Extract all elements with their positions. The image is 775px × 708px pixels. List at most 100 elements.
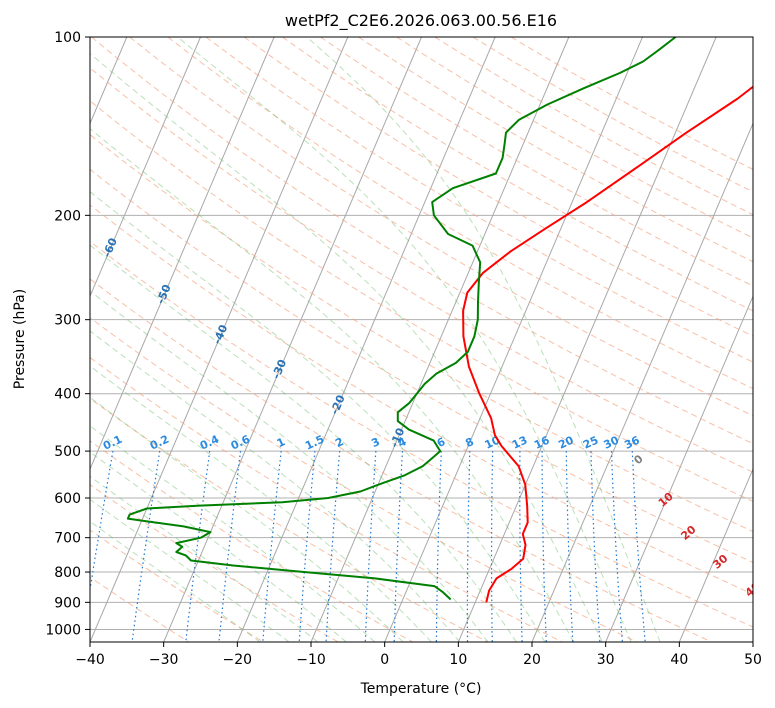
isotherm-line: [531, 122, 753, 642]
moist-adiabat-line: [90, 475, 319, 642]
mixing-ratio-line: [610, 451, 623, 642]
mixing-ratio-line: [325, 451, 341, 642]
y-tick-label: 100: [54, 30, 81, 46]
dry-adiabat-line: [90, 484, 339, 642]
isotherm-line: [605, 295, 753, 642]
isotherm-label: -60: [100, 236, 120, 260]
x-tick-label: 10: [449, 652, 467, 668]
moist-adiabat-line: [90, 425, 376, 642]
x-tick-label: 40: [670, 652, 688, 668]
dry-adiabat-line: [90, 278, 712, 642]
mixing-ratio-line: [393, 451, 404, 642]
mixing-ratio-line: [490, 451, 494, 642]
moist-adiabat-line: [177, 37, 632, 642]
x-axis: −40 −30 −20 −10 0 10 20 30 40 50: [75, 642, 762, 668]
isotherm-line: [457, 37, 717, 642]
isotherm-line: [90, 37, 349, 642]
mixing-ratio-line: [565, 451, 574, 642]
background-lines: [90, 37, 753, 642]
dry-adiabat-line: [90, 100, 753, 503]
dry-adiabat-line: [472, 37, 753, 193]
mixing-ratio-line: [541, 451, 547, 642]
line-labels: -100-90-80-70-60-50-40-30-20-10010203040…: [0, 142, 763, 600]
moist-adiabat-line: [90, 52, 603, 642]
mixing-ratio-line: [519, 451, 523, 642]
mixing-ratio-line: [590, 451, 601, 642]
moist-adiabat-line: [90, 330, 461, 642]
chart-title: wetPf2_C2E6.2026.063.00.56.E16: [285, 11, 557, 31]
mixing-ratio-label: 8: [463, 435, 475, 450]
isotherm-line: [384, 37, 643, 642]
sounding-series-line: [126, 37, 677, 601]
dry-adiabat-line: [90, 397, 488, 642]
dry-adiabat-line: [205, 37, 753, 363]
mixing-ratio-label: 1: [275, 435, 287, 450]
x-tick-label: 0: [380, 652, 389, 668]
dry-adiabat-line: [90, 168, 753, 564]
mixing-ratio-line: [131, 451, 161, 642]
mixing-ratio-line: [435, 451, 442, 642]
mixing-ratio-label: 25: [581, 434, 600, 452]
x-tick-label: −30: [149, 652, 179, 668]
dry-adiabat-label: 40: [743, 580, 763, 600]
dry-adiabat-line: [90, 440, 414, 642]
y-tick-label: 500: [54, 444, 81, 460]
moist-adiabat-line: [90, 396, 404, 642]
dry-adiabat-line: [396, 37, 753, 239]
dry-adiabat-label: 10: [656, 490, 676, 510]
y-tick-label: 700: [54, 531, 81, 547]
isotherm-label: -40: [211, 323, 231, 347]
plot-frame: [89, 36, 754, 643]
y-axis-label: Pressure (hPa): [12, 289, 28, 389]
dry-adiabat-line: [282, 37, 753, 312]
mixing-ratio-label: 16: [532, 433, 552, 451]
dry-adiabat-label: 30: [710, 552, 730, 572]
mixing-ratio-label: 30: [602, 433, 622, 451]
moist-adiabat-line: [306, 37, 661, 642]
y-tick-label: 200: [54, 208, 81, 224]
dry-adiabat-line: [91, 37, 753, 445]
y-tick-label: 600: [54, 491, 81, 507]
dry-adiabat-line: [90, 529, 264, 642]
dry-adiabat-label: 0: [632, 452, 646, 467]
isotherm-label: -50: [154, 282, 174, 306]
dry-adiabat-label: 20: [679, 523, 699, 543]
isotherm-label: -80: [0, 142, 13, 166]
mixing-ratio-label: 3: [369, 435, 381, 450]
mixing-ratio-label: 0.2: [148, 433, 171, 453]
isotherm-label: -30: [269, 357, 289, 381]
isotherm-line: [752, 640, 753, 642]
isotherm-line: [163, 37, 422, 642]
dry-adiabat-line: [90, 67, 753, 473]
x-tick-label: −20: [223, 652, 253, 668]
mixing-ratio-label: 1.5: [303, 433, 326, 453]
mixing-ratio-label: 20: [556, 433, 576, 451]
profile-lines: [126, 37, 753, 603]
moist-adiabat-line: [90, 498, 290, 642]
sounding-series-line: [462, 85, 753, 603]
x-axis-label: Temperature (°C): [360, 681, 482, 697]
isotherm-label: -20: [328, 393, 348, 417]
y-axis: 100 200 300 400 500 600 700 800 900 1000: [45, 30, 90, 638]
y-tick-label: 900: [54, 595, 81, 611]
x-tick-label: 20: [523, 652, 541, 668]
mixing-ratio-label: 0.6: [229, 432, 252, 452]
dry-adiabat-line: [90, 134, 753, 533]
y-tick-label: 400: [54, 387, 81, 403]
moist-adiabat-line: [90, 128, 575, 642]
mixing-ratio-line: [185, 451, 211, 642]
mixing-ratio-line: [262, 451, 282, 642]
x-tick-label: 50: [744, 652, 762, 668]
mixing-ratio-line: [90, 450, 114, 594]
dry-adiabat-line: [167, 37, 753, 390]
x-tick-label: −40: [75, 652, 105, 668]
x-tick-label: −10: [296, 652, 326, 668]
dry-adiabat-line: [90, 204, 753, 595]
dry-adiabat-line: [434, 37, 753, 216]
dry-adiabat-line: [510, 37, 753, 171]
dry-adiabat-line: [90, 240, 753, 628]
y-tick-label: 300: [54, 313, 81, 329]
mixing-ratio-label: 6: [435, 435, 448, 450]
moist-adiabat-line: [90, 520, 261, 642]
mixing-ratio-line: [466, 451, 471, 642]
